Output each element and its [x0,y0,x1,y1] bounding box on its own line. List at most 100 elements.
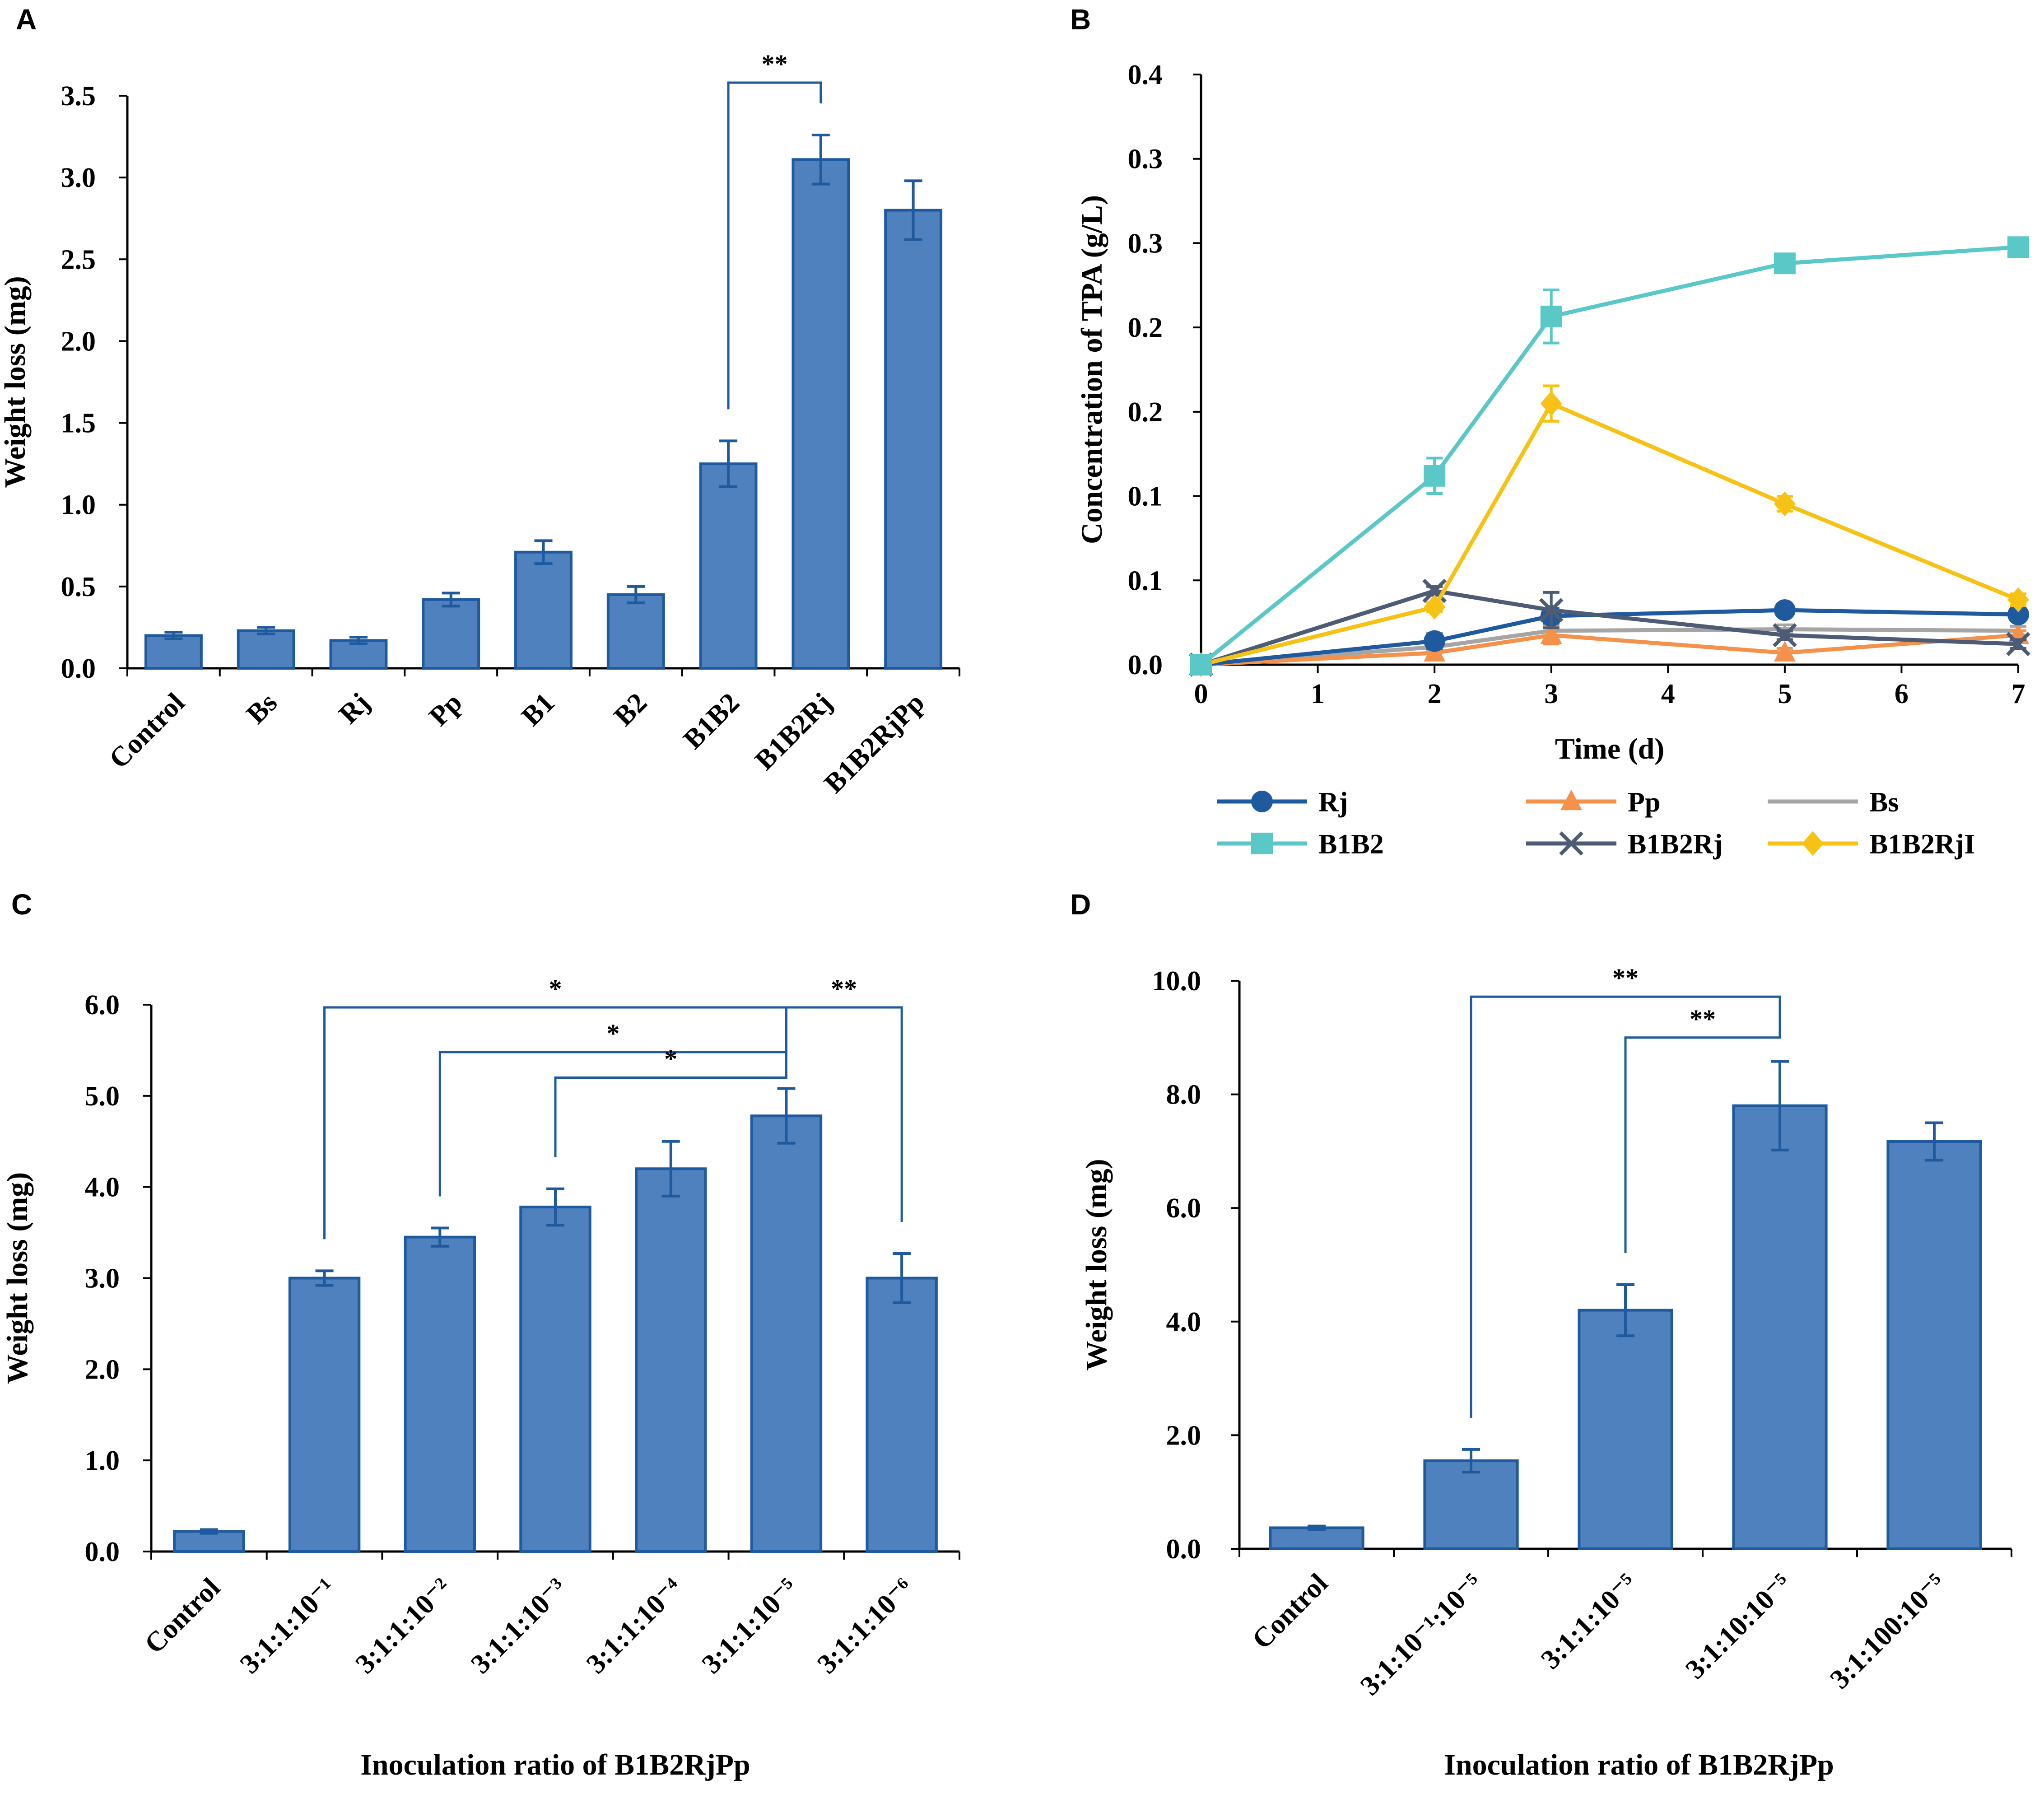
x-category-label: 3:1:1:10⁻³ [465,1572,573,1680]
panel-b: B 0.0 0.1 0.1 0.2 0.2 0.3 0.3 0.4 0 1 2 3 4 5 6 7 Time (d… [1070,3,2030,860]
marker-diamond [2007,587,2029,612]
legend-item: B1B2 [1217,829,1384,860]
panel-label: C [11,888,32,921]
marker-x [2006,632,2030,657]
y-tick-label: 4.0 [85,1172,120,1203]
marker-square [1540,305,1562,327]
bar [514,550,573,670]
bar [750,1114,823,1553]
y-tick-label: 0.3 [1128,228,1163,259]
significance-label: ** [831,974,857,1003]
bar [606,593,665,670]
significance-bracket [438,1051,787,1197]
bar [699,462,758,670]
x-axis-title: Time (d) [1555,732,1665,765]
x-tick-label: 3 [1544,679,1558,709]
y-tick-label: 2.0 [85,1354,120,1385]
panel-label: D [1070,888,1091,921]
y-tick-label: 0.2 [1128,312,1163,343]
bar [635,1167,707,1553]
significance-label: ** [761,49,787,79]
y-tick-label: 0.0 [1128,650,1163,680]
legend-label: B1B2 [1318,829,1384,860]
series-b1b2 [1190,236,2029,676]
significance-bracket [727,81,822,410]
legend-label: Rj [1318,787,1348,818]
marker-x [1773,623,1797,648]
bar [422,598,480,670]
y-axis-title: Concentration of TPA (g/L) [1076,195,1108,544]
legend-label: B1B2RjI [1869,829,1975,860]
bar [1423,1459,1519,1551]
y-tick-label: 0.0 [85,1537,120,1567]
x-category-label: 3:1:1:10⁻¹ [234,1572,342,1680]
bar [237,629,295,670]
x-tick-label: 1 [1311,679,1325,709]
legend-label: Bs [1869,787,1899,818]
marker-square [1251,833,1273,854]
significance-label: * [664,1044,677,1073]
marker-diamond [1774,491,1796,517]
y-tick-label: 6.0 [1166,1193,1201,1224]
y-tick-label: 3.5 [61,81,96,112]
y-tick-label: 10.0 [1152,966,1201,997]
marker-circle [1251,791,1273,812]
panel-label: B [1070,3,1091,36]
significance-label: * [606,1019,619,1048]
legend-item: B1B2Rj [1526,829,1723,860]
y-tick-label: 0.1 [1128,481,1163,512]
legend-item: B1B2RjI [1768,829,1975,860]
y-tick-label: 0.0 [61,653,96,684]
x-axis-title: Inoculation ratio of B1B2RjPp [1444,1748,1834,1781]
marker-triangle [1560,789,1582,811]
marker-square [1190,654,1212,676]
x-category-label: Control [139,1572,226,1659]
bar [1578,1309,1673,1550]
y-tick-label: 0.3 [1128,144,1163,175]
x-tick-label: 4 [1661,679,1675,709]
legend-label: Pp [1628,787,1660,818]
x-category-label: 3:1:1:10⁻⁶ [811,1572,919,1680]
y-axis-title: Weight loss (mg) [1080,1159,1113,1370]
y-tick-label: 3.0 [61,163,96,193]
x-axis-title: Inoculation ratio of B1B2RjPp [360,1748,750,1781]
y-tick-label: 2.5 [61,244,96,275]
bar [404,1235,476,1553]
significance-label: ** [1612,963,1639,993]
y-tick-label: 4.0 [1166,1307,1201,1337]
bar [1732,1104,1828,1550]
x-tick-label: 5 [1778,679,1792,709]
marker-circle [2007,603,2029,625]
y-tick-label: 1.0 [85,1445,120,1476]
y-tick-label: 8.0 [1166,1080,1201,1110]
y-tick-label: 2.0 [1166,1420,1201,1451]
marker-square [1424,465,1446,487]
bar [329,639,388,670]
bar [288,1277,361,1553]
significance-bracket [785,1006,903,1222]
marker-circle [1774,599,1796,621]
bar [866,1277,938,1553]
x-category-label: 3:1:10⁻¹:10⁻⁵ [1355,1568,1488,1701]
x-category-label: Control [1246,1568,1333,1655]
x-category-label: B1B2Rj [749,687,838,776]
x-tick-label: 0 [1194,679,1208,709]
marker-diamond [1540,391,1562,416]
y-tick-label: 1.0 [61,490,96,521]
bar [144,634,203,670]
x-category-label: B1 [516,687,560,732]
bar [1886,1140,1982,1550]
x-category-label: 3:1:100:10⁻⁵ [1824,1568,1951,1695]
y-tick-label: 0.1 [1128,565,1163,596]
marker-x [1559,831,1583,856]
x-tick-label: 6 [1895,679,1909,709]
marker-circle [1424,630,1446,652]
x-category-label: 3:1:10:10⁻⁵ [1680,1568,1797,1685]
marker-triangle [1774,641,1796,662]
x-category-label: Bs [241,687,283,730]
x-category-label: Pp [423,687,468,732]
y-tick-label: 3.0 [85,1263,120,1294]
x-category-label: 3:1:1:10⁻² [349,1572,457,1680]
